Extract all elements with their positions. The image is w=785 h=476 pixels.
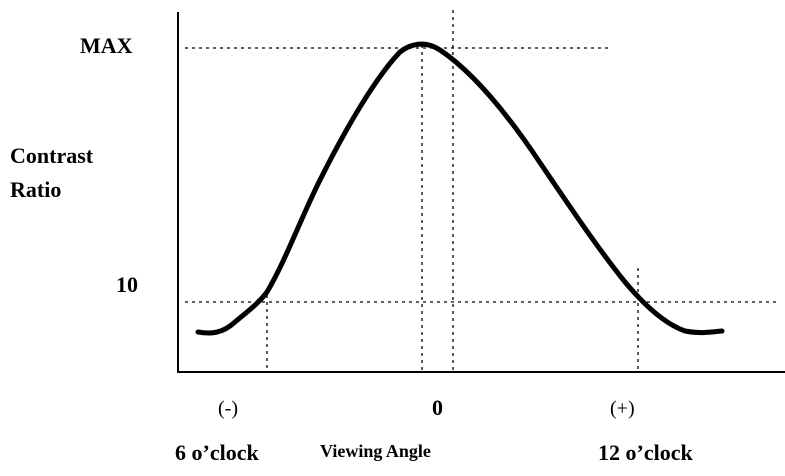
plus-label: (+) [610, 398, 635, 420]
max-label: MAX [80, 33, 133, 58]
y-title: Contrast [10, 143, 94, 168]
threshold-label: 10 [116, 272, 138, 297]
x-title: Viewing Angle [320, 441, 431, 461]
zero-label: 0 [432, 395, 443, 420]
right-label: 12 o’clock [598, 440, 693, 465]
minus-label: (-) [218, 398, 238, 420]
contrast-curve [195, 41, 725, 336]
left-label: 6 o’clock [175, 440, 259, 465]
y-title: Ratio [10, 177, 61, 202]
